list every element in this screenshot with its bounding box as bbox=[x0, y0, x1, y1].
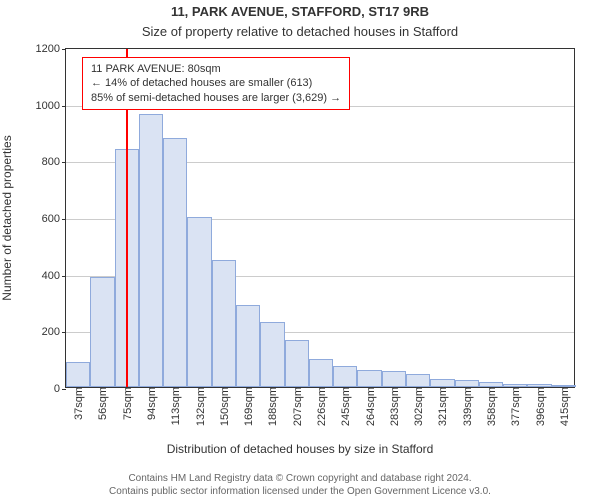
histogram-bar bbox=[309, 359, 333, 387]
histogram-bar bbox=[406, 374, 430, 387]
x-tick-label: 415sqm bbox=[557, 387, 571, 426]
histogram-bar bbox=[139, 114, 163, 387]
y-tick-label: 600 bbox=[42, 213, 66, 225]
info-line1: 11 PARK AVENUE: 80sqm bbox=[91, 62, 341, 76]
y-tick-label: 0 bbox=[54, 383, 66, 395]
info-line3: 85% of semi-detached houses are larger (… bbox=[91, 91, 341, 105]
chart-container: 11, PARK AVENUE, STAFFORD, ST17 9RB Size… bbox=[0, 0, 600, 500]
attribution-line2: Contains public sector information licen… bbox=[109, 486, 491, 497]
histogram-bar bbox=[163, 138, 187, 387]
x-tick-label: 113sqm bbox=[168, 387, 182, 425]
chart-subtitle: Size of property relative to detached ho… bbox=[0, 24, 600, 39]
histogram-bar bbox=[333, 366, 357, 387]
x-tick-label: 377sqm bbox=[508, 387, 522, 426]
x-tick-label: 94sqm bbox=[144, 387, 158, 420]
y-tick-label: 1000 bbox=[36, 100, 66, 112]
histogram-bar bbox=[212, 260, 236, 388]
y-tick-label: 400 bbox=[42, 270, 66, 282]
y-tick-label: 200 bbox=[42, 326, 66, 338]
x-tick-label: 283sqm bbox=[387, 387, 401, 426]
histogram-bar bbox=[260, 322, 284, 387]
info-box: 11 PARK AVENUE: 80sqm← 14% of detached h… bbox=[82, 57, 350, 110]
plot-area: 02004006008001000120037sqm56sqm75sqm94sq… bbox=[65, 48, 575, 388]
histogram-bar bbox=[455, 380, 479, 387]
histogram-bar bbox=[236, 305, 260, 387]
x-tick-label: 226sqm bbox=[314, 387, 328, 426]
x-tick-label: 396sqm bbox=[533, 387, 547, 426]
y-tick-label: 800 bbox=[42, 156, 66, 168]
x-tick-label: 150sqm bbox=[217, 387, 231, 426]
y-tick-label: 1200 bbox=[36, 43, 66, 55]
x-tick-label: 207sqm bbox=[290, 387, 304, 426]
x-tick-label: 56sqm bbox=[95, 387, 109, 420]
histogram-bar bbox=[285, 340, 309, 387]
histogram-bar bbox=[357, 370, 381, 387]
x-tick-label: 132sqm bbox=[193, 387, 207, 426]
histogram-bar bbox=[382, 371, 406, 387]
histogram-bar bbox=[430, 379, 454, 388]
x-tick-label: 264sqm bbox=[363, 387, 377, 426]
chart-title-address: 11, PARK AVENUE, STAFFORD, ST17 9RB bbox=[0, 4, 600, 19]
x-tick-label: 245sqm bbox=[338, 387, 352, 426]
info-line2: ← 14% of detached houses are smaller (61… bbox=[91, 76, 341, 90]
x-tick-label: 358sqm bbox=[484, 387, 498, 426]
x-tick-label: 37sqm bbox=[71, 387, 85, 420]
x-tick-label: 302sqm bbox=[411, 387, 425, 426]
histogram-bar bbox=[187, 217, 211, 387]
x-tick-label: 169sqm bbox=[241, 387, 255, 426]
histogram-bar bbox=[66, 362, 90, 388]
x-tick-label: 339sqm bbox=[460, 387, 474, 426]
x-tick-label: 321sqm bbox=[435, 387, 449, 426]
y-axis-label: Number of detached properties bbox=[0, 135, 14, 300]
x-tick-label: 75sqm bbox=[120, 387, 134, 420]
histogram-bar bbox=[90, 277, 114, 388]
x-tick-label: 188sqm bbox=[265, 387, 279, 426]
x-axis-label: Distribution of detached houses by size … bbox=[0, 442, 600, 456]
attribution-line1: Contains HM Land Registry data © Crown c… bbox=[128, 473, 471, 484]
attribution-text: Contains HM Land Registry data © Crown c… bbox=[0, 473, 600, 498]
